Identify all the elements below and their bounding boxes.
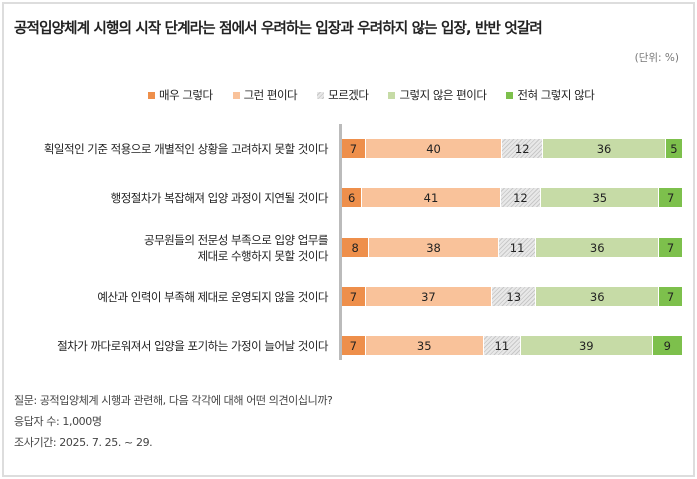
bar-segment: 7 — [342, 139, 365, 158]
legend-swatch — [506, 91, 514, 99]
bar-segment: 11 — [498, 238, 536, 257]
note-period: 조사기간: 2025. 7. 25. ~ 29. — [14, 436, 153, 449]
bar-segment: 11 — [483, 336, 520, 355]
legend-item: 그렇지 않은 편이다 — [388, 87, 487, 103]
bar-segment: 8 — [342, 238, 369, 257]
y-axis-line — [339, 124, 342, 360]
unit-label: (단위: %) — [634, 52, 679, 64]
category-label: 예산과 인력이 부족해 제대로 운영되지 않을 것이다 — [97, 289, 328, 304]
legend-label: 전혀 그렇지 않다 — [517, 88, 595, 102]
category-label: 절차가 까다로워져서 입양을 포기하는 가정이 늘어날 것이다 — [57, 338, 328, 353]
bar-segment: 7 — [659, 238, 682, 257]
bar-segment: 35 — [365, 336, 483, 355]
bar-segment: 39 — [520, 336, 652, 355]
note-question: 질문: 공적입양체계 시행과 관련해, 다음 각각에 대해 어떤 의견이십니까? — [14, 394, 333, 407]
legend-label: 그런 편이다 — [243, 88, 298, 102]
bar-segment: 7 — [342, 287, 365, 306]
legend-label: 매우 그렇다 — [159, 88, 213, 102]
bar-segment: 37 — [365, 287, 492, 306]
bar-segment: 13 — [492, 287, 536, 306]
legend-swatch — [148, 91, 155, 99]
legend-swatch — [317, 91, 325, 99]
chart-title: 공적입양체계 시행의 시작 단계라는 점에서 우려하는 입장과 우려하지 않는 … — [14, 21, 543, 37]
legend-swatch — [388, 91, 396, 99]
bar-segment: 36 — [536, 238, 659, 257]
bar-segment: 12 — [500, 188, 541, 207]
bar-segment: 41 — [362, 188, 500, 207]
bar-segment: 7 — [342, 336, 365, 355]
note-respondents: 응답자 수: 1,000명 — [14, 415, 102, 428]
bar-segment: 9 — [652, 336, 682, 355]
bar-segment: 5 — [665, 139, 682, 158]
bar-segment: 36 — [536, 287, 659, 306]
legend-item: 전혀 그렇지 않다 — [506, 87, 595, 103]
bar-segment: 40 — [365, 139, 502, 158]
legend-swatch — [232, 91, 240, 99]
bar-segment: 7 — [659, 188, 682, 207]
bar-segment: 6 — [342, 188, 362, 207]
category-label: 행정절차가 복잡해져 입양 과정이 지연될 것이다 — [110, 190, 329, 205]
legend-item: 매우 그렇다 — [148, 87, 213, 103]
legend-item: 모르겠다 — [317, 87, 369, 103]
footnotes: 질문: 공적입양체계 시행과 관련해, 다음 각각에 대해 어떤 의견이십니까?… — [14, 390, 333, 453]
bar-segment: 38 — [369, 238, 498, 257]
legend: 매우 그렇다 그런 편이다 모르겠다 그렇지 않은 편이다 전혀 그렇지 않다 — [148, 87, 595, 103]
bar-segment: 7 — [659, 287, 682, 306]
category-label: 공무원들의 전문성 부족으로 입양 업무를 제대로 수행하지 못할 것이다 — [144, 232, 328, 263]
legend-item: 그런 편이다 — [232, 87, 298, 103]
bar-segment: 36 — [543, 139, 665, 158]
legend-label: 모르겠다 — [328, 88, 369, 102]
category-label: 획일적인 기준 적용으로 개별적인 상황을 고려하지 못할 것이다 — [43, 141, 329, 156]
legend-label: 그렇지 않은 편이다 — [399, 88, 487, 102]
bar-segment: 35 — [541, 188, 659, 207]
bar-segment: 12 — [502, 139, 543, 158]
